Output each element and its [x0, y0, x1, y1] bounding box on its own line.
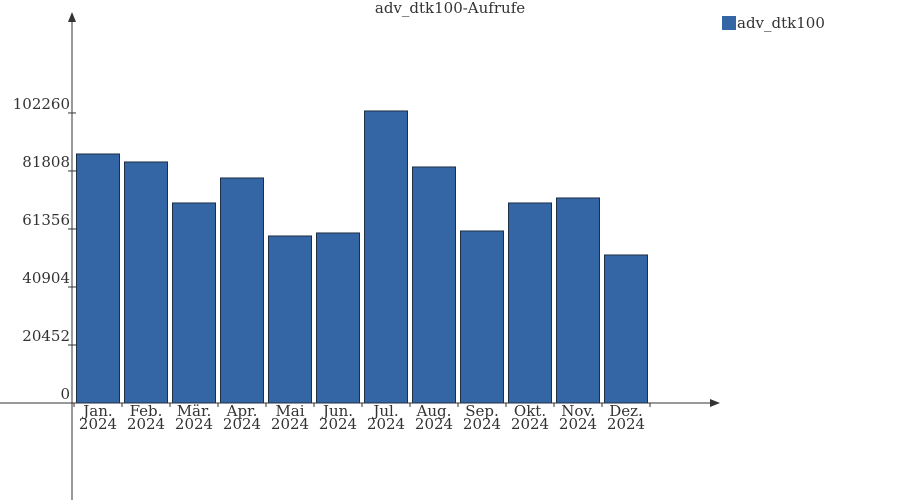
- chart-title: adv_dtk100-Aufrufe: [375, 0, 525, 17]
- x-tick-label-line: Jan.: [81, 402, 112, 420]
- x-tick-label-line: 2024: [463, 415, 501, 433]
- x-tick-label-line: 2024: [223, 415, 261, 433]
- x-tick-label: Nov. 2024: [559, 402, 597, 433]
- x-tick-label-line: 2024: [127, 415, 165, 433]
- bar: [268, 235, 312, 404]
- y-axis-arrow: [68, 12, 76, 22]
- bar: [508, 202, 552, 404]
- x-tick-label-line: 2024: [175, 415, 213, 433]
- y-tick-label: 20452: [22, 327, 70, 345]
- x-tick-label-line: Jun.: [321, 402, 353, 420]
- bar: [412, 166, 456, 404]
- x-tick-label-line: Jul.: [371, 402, 398, 420]
- bar: [76, 153, 120, 404]
- x-tick-label: Jul. 2024: [367, 402, 405, 433]
- x-tick-label-line: 2024: [511, 415, 549, 433]
- x-tick-label-line: 2024: [271, 415, 309, 433]
- legend-swatch: [722, 16, 736, 30]
- y-tick-label: 40904: [22, 269, 70, 287]
- bar: [220, 177, 264, 404]
- bar: [124, 161, 168, 404]
- bar: [556, 197, 600, 404]
- x-tick-label-line: Mai: [275, 402, 304, 420]
- y-tick-label: 61356: [22, 211, 70, 229]
- x-tick-label-line: 2024: [79, 415, 117, 433]
- bar: [316, 232, 360, 404]
- x-tick-label: Mai 2024: [271, 402, 309, 433]
- x-tick-label-line: 2024: [559, 415, 597, 433]
- x-tick-label-line: 2024: [319, 415, 357, 433]
- x-tick-label: Jun. 2024: [319, 402, 357, 433]
- x-tick-label: Sep. 2024: [463, 402, 501, 433]
- y-tick-label: 102260: [13, 95, 70, 113]
- bar: [460, 230, 504, 404]
- x-tick-label-line: Feb.: [130, 402, 163, 420]
- x-tick-label-line: Dez.: [609, 402, 643, 420]
- x-tick-label-line: 2024: [607, 415, 645, 433]
- y-tick-label: 0: [60, 385, 70, 403]
- x-tick-label-line: 2024: [367, 415, 405, 433]
- bar: [604, 254, 648, 404]
- bar: [172, 202, 216, 404]
- x-tick-label: Jan. 2024: [79, 402, 117, 433]
- x-tick-label-line: Aug.: [416, 402, 452, 420]
- x-tick-label-line: Mär.: [177, 402, 212, 420]
- x-tick-label: Mär. 2024: [175, 402, 213, 433]
- x-tick-label-line: Okt.: [514, 402, 546, 420]
- x-tick-label-line: Nov.: [561, 402, 595, 420]
- y-tick-label: 81808: [22, 153, 70, 171]
- x-tick-label: Okt. 2024: [511, 402, 549, 433]
- x-tick-label: Feb. 2024: [127, 402, 165, 433]
- x-tick-label-line: Apr.: [226, 402, 258, 420]
- x-tick-label: Dez. 2024: [607, 402, 645, 433]
- x-tick-label-line: Sep.: [465, 402, 499, 420]
- legend-label: adv_dtk100: [737, 14, 825, 32]
- x-tick-label-line: 2024: [415, 415, 453, 433]
- x-axis-arrow: [710, 399, 720, 407]
- bar: [364, 110, 408, 404]
- x-tick-label: Aug. 2024: [415, 402, 453, 433]
- x-tick-label: Apr. 2024: [223, 402, 261, 433]
